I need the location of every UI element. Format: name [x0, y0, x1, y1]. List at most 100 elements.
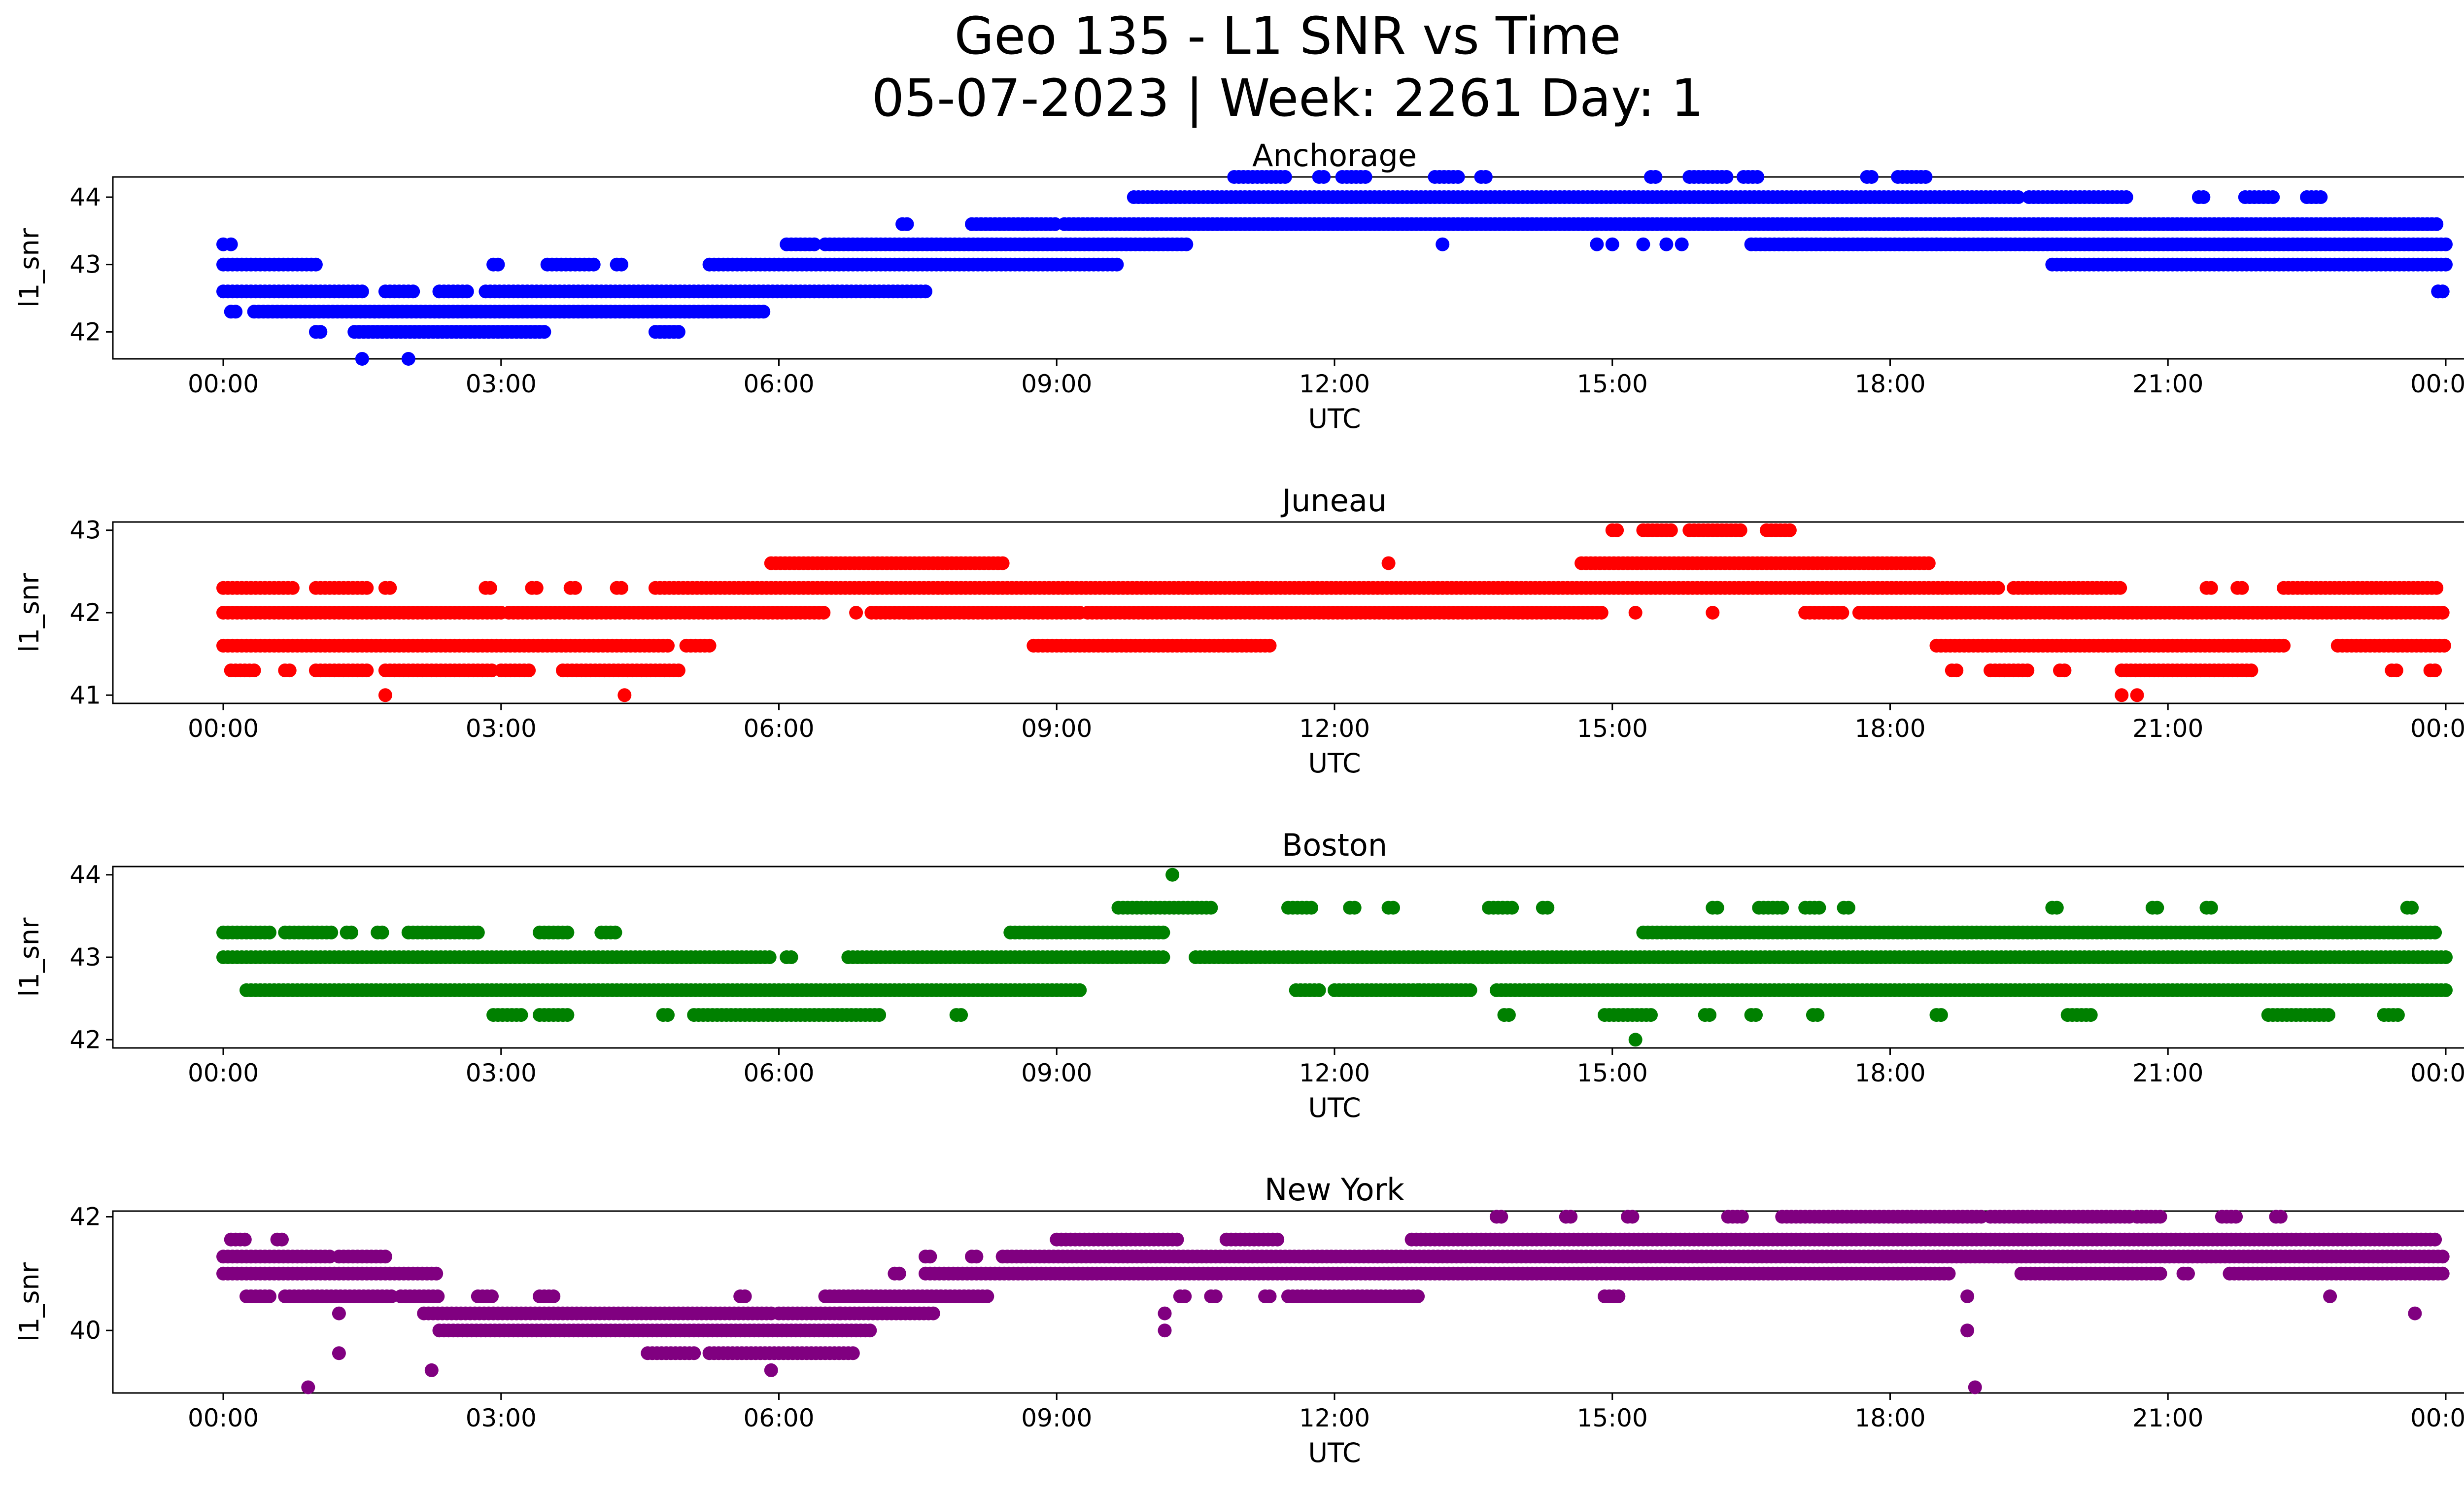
y-axis-label: l1_snr	[14, 917, 45, 997]
data-point	[2405, 901, 2419, 915]
x-tick-label: 12:00	[1299, 714, 1370, 743]
x-tick-label: 09:00	[1021, 1404, 1092, 1432]
figure-title-line2: 05-07-2023 | Week: 2261 Day: 1	[871, 68, 1704, 128]
data-point	[2430, 217, 2444, 231]
data-point	[661, 1008, 675, 1022]
data-point	[2130, 688, 2144, 702]
data-point	[1648, 170, 1663, 184]
data-series	[216, 868, 2453, 1047]
y-tick-label: 42	[69, 598, 101, 627]
data-point	[1841, 901, 1855, 915]
data-point	[1675, 237, 1689, 251]
data-point	[615, 581, 628, 595]
data-point	[980, 1289, 994, 1303]
data-point	[2266, 190, 2280, 204]
data-point	[919, 284, 932, 299]
x-tick-label: 21:00	[2132, 714, 2203, 743]
data-point	[1411, 1289, 1425, 1303]
data-point	[586, 257, 601, 272]
data-series	[216, 523, 2451, 702]
data-point	[471, 925, 485, 939]
x-tick-label: 00:00	[2410, 1404, 2464, 1432]
data-point	[560, 1008, 575, 1022]
data-point	[1664, 523, 1678, 537]
data-point	[1628, 606, 1643, 620]
data-point	[1950, 663, 1964, 678]
data-point	[1706, 606, 1720, 620]
data-point	[485, 1289, 499, 1303]
x-tick-label: 06:00	[743, 370, 814, 398]
data-point	[360, 663, 374, 678]
data-point	[2439, 983, 2453, 997]
data-point	[2244, 663, 2259, 678]
data-point	[1628, 1033, 1643, 1047]
x-tick-label: 00:00	[188, 714, 259, 743]
data-point	[1304, 901, 1318, 915]
data-point	[522, 663, 536, 678]
x-tick-label: 21:00	[2132, 1059, 2203, 1087]
x-tick-label: 00:00	[188, 1404, 259, 1432]
data-point	[1610, 523, 1624, 537]
data-point	[762, 950, 777, 964]
data-point	[2204, 581, 2218, 595]
data-point	[2428, 925, 2442, 939]
data-point	[849, 606, 863, 620]
y-tick-label: 42	[69, 1203, 101, 1231]
data-point	[355, 284, 369, 299]
data-point	[1156, 950, 1170, 964]
data-point	[1165, 868, 1180, 882]
x-tick-label: 18:00	[1854, 1059, 1925, 1087]
data-point	[401, 352, 415, 366]
x-tick-label: 06:00	[743, 1059, 814, 1087]
data-point	[313, 325, 328, 339]
y-axis-label: l1_snr	[14, 573, 45, 653]
x-tick-label: 00:00	[188, 370, 259, 398]
y-tick-label: 43	[69, 943, 101, 972]
data-point	[1208, 1289, 1223, 1303]
data-point	[1381, 556, 1396, 570]
data-point	[1719, 170, 1734, 184]
data-point	[738, 1289, 752, 1303]
x-tick-label: 15:00	[1577, 714, 1648, 743]
data-point	[1918, 170, 1933, 184]
x-tick-label: 12:00	[1299, 1059, 1370, 1087]
data-point	[247, 663, 261, 678]
figure-title-line1: Geo 135 - L1 SNR vs Time	[954, 6, 1621, 66]
data-point	[2435, 1250, 2450, 1264]
data-point	[2435, 1266, 2450, 1281]
data-point	[756, 305, 771, 319]
data-point	[514, 1008, 528, 1022]
x-tick-label: 09:00	[1021, 714, 1092, 743]
x-tick-label: 03:00	[466, 1059, 537, 1087]
data-point	[1502, 1008, 1516, 1022]
data-point	[378, 1250, 392, 1264]
data-point	[872, 1008, 887, 1022]
data-point	[671, 663, 685, 678]
data-point	[1178, 1289, 1192, 1303]
data-point	[617, 688, 632, 702]
data-point	[1644, 1008, 1658, 1022]
data-point	[460, 284, 474, 299]
x-tick-label: 21:00	[2132, 370, 2203, 398]
panel-title: Anchorage	[1252, 138, 1417, 174]
data-point	[1733, 523, 1747, 537]
x-tick-label: 12:00	[1299, 370, 1370, 398]
data-point	[2181, 1266, 2195, 1281]
data-point	[1312, 983, 1326, 997]
data-point	[2439, 950, 2453, 964]
data-point	[263, 1289, 276, 1303]
data-point	[1436, 237, 1450, 251]
data-point	[1594, 606, 1608, 620]
data-point	[671, 325, 685, 339]
data-point	[344, 925, 358, 939]
data-point	[702, 638, 717, 653]
data-point	[2437, 638, 2451, 653]
y-axis-label: l1_snr	[14, 228, 45, 308]
data-point	[2389, 663, 2403, 678]
data-point	[2011, 190, 2025, 204]
data-series	[216, 170, 2453, 366]
data-point	[529, 581, 544, 595]
data-point	[429, 1266, 444, 1281]
data-point	[560, 925, 575, 939]
